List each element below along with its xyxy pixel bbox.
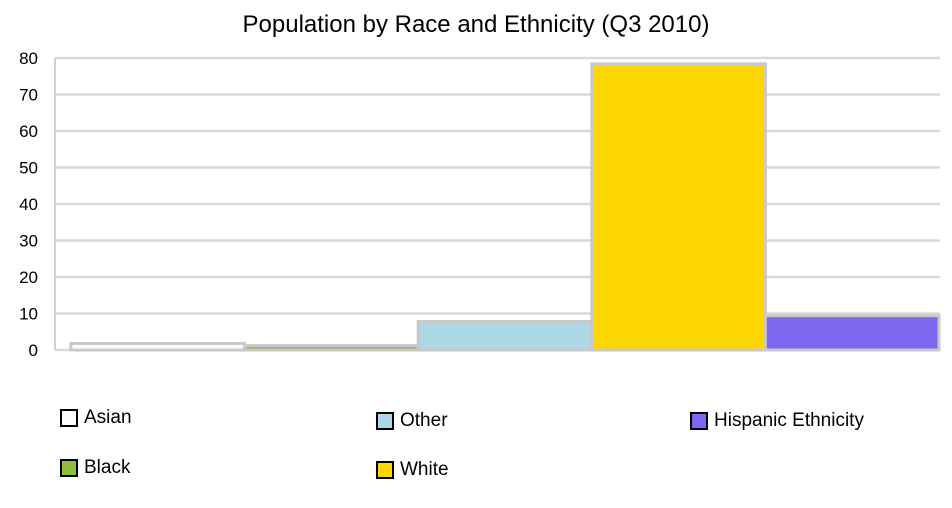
y-tick-label: 70 [19, 86, 38, 105]
y-tick-label: 50 [19, 159, 38, 178]
legend-swatch-white [376, 461, 394, 479]
legend-label-hispanic-ethnicity: Hispanic Ethnicity [714, 410, 864, 431]
bar-black [243, 344, 420, 352]
bar-other [416, 320, 594, 352]
legend-swatch-asian [60, 409, 78, 427]
legend-swatch-other [376, 412, 394, 430]
chart-title: Population by Race and Ethnicity (Q3 201… [242, 11, 710, 38]
bar-chart: 0 10 20 30 40 50 60 70 80 [19, 49, 941, 360]
y-axis-ticks: 0 10 20 30 40 50 60 70 80 [19, 49, 38, 360]
legend-label-white: White [400, 459, 449, 480]
legend-label-black: Black [84, 457, 131, 478]
legend-item-other: Other [376, 409, 448, 433]
legend-swatch-hispanic-ethnicity [690, 412, 708, 430]
gridlines [54, 56, 940, 352]
legend-item-black: Black [60, 456, 130, 480]
y-tick-label: 40 [19, 195, 38, 214]
legend-item-hispanic-ethnicity: Hispanic Ethnicity [690, 409, 864, 433]
y-tick-label: 60 [19, 122, 38, 141]
y-tick-label: 30 [19, 232, 38, 251]
legend-item-white: White [376, 458, 449, 482]
bar-white [590, 62, 767, 352]
bar-hispanic-ethnicity [763, 314, 941, 352]
y-tick-label: 10 [19, 305, 38, 324]
y-tick-label: 0 [29, 341, 38, 360]
legend-swatch-black [60, 459, 78, 477]
legend-item-asian: Asian [60, 406, 132, 430]
bars [69, 62, 941, 352]
bar-asian [69, 341, 247, 352]
y-tick-label: 80 [19, 49, 38, 68]
y-tick-label: 20 [19, 268, 38, 287]
legend-label-asian: Asian [84, 407, 132, 428]
legend-label-other: Other [400, 410, 448, 431]
